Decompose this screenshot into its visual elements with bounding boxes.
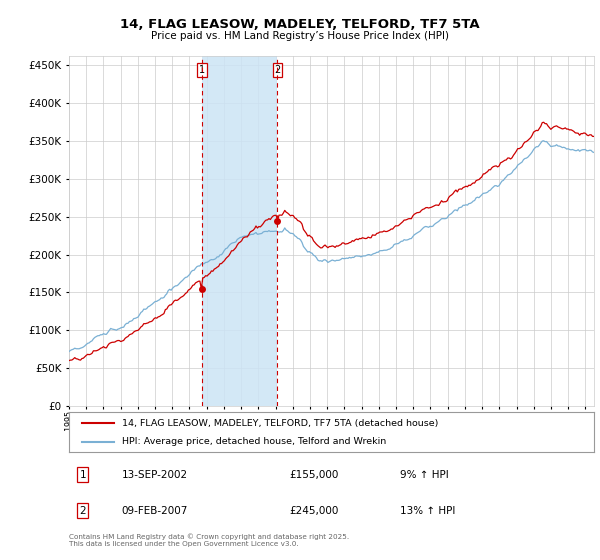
Bar bbox=[202, 56, 277, 406]
Text: 14, FLAG LEASOW, MADELEY, TELFORD, TF7 5TA: 14, FLAG LEASOW, MADELEY, TELFORD, TF7 5… bbox=[120, 18, 480, 31]
Text: 13-SEP-2002: 13-SEP-2002 bbox=[121, 470, 188, 480]
Text: 14, FLAG LEASOW, MADELEY, TELFORD, TF7 5TA (detached house): 14, FLAG LEASOW, MADELEY, TELFORD, TF7 5… bbox=[121, 418, 438, 427]
Text: Contains HM Land Registry data © Crown copyright and database right 2025.
This d: Contains HM Land Registry data © Crown c… bbox=[69, 533, 349, 547]
Text: 2: 2 bbox=[274, 65, 281, 74]
Text: 1: 1 bbox=[199, 65, 205, 74]
Text: £155,000: £155,000 bbox=[290, 470, 339, 480]
Text: 09-FEB-2007: 09-FEB-2007 bbox=[121, 506, 188, 516]
Text: 2: 2 bbox=[79, 506, 86, 516]
Text: 1: 1 bbox=[79, 470, 86, 480]
Text: 13% ↑ HPI: 13% ↑ HPI bbox=[400, 506, 455, 516]
Text: Price paid vs. HM Land Registry’s House Price Index (HPI): Price paid vs. HM Land Registry’s House … bbox=[151, 31, 449, 41]
Text: HPI: Average price, detached house, Telford and Wrekin: HPI: Average price, detached house, Telf… bbox=[121, 437, 386, 446]
Text: 9% ↑ HPI: 9% ↑ HPI bbox=[400, 470, 449, 480]
Text: £245,000: £245,000 bbox=[290, 506, 339, 516]
